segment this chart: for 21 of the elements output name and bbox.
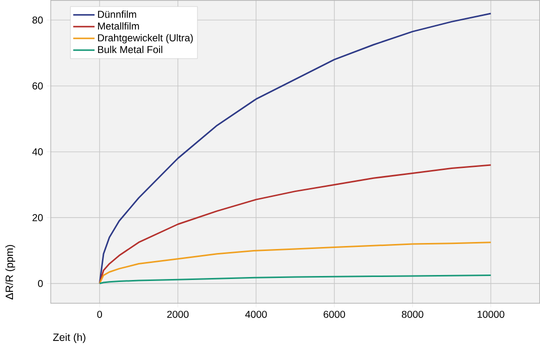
x-axis-title: Zeit (h) — [53, 333, 86, 344]
legend-label: Metallfilm — [98, 22, 139, 30]
line-series — [98, 164, 492, 284]
line-series — [98, 242, 492, 284]
x-tick-label: 0 — [97, 310, 102, 318]
y-tick-label: 20 — [32, 214, 43, 222]
legend-label: Dünnfilm — [98, 10, 136, 18]
y-axis-title: ΔR/R (ppm) — [5, 244, 16, 300]
y-tick-label: 60 — [32, 82, 43, 90]
y-tick-label: 40 — [32, 148, 43, 156]
x-tick-label: 2000 — [167, 310, 189, 318]
y-tick-label: 80 — [32, 16, 43, 24]
x-tick-label: 8000 — [402, 310, 424, 318]
x-tick-label: 10000 — [478, 310, 504, 318]
x-tick-label: 6000 — [324, 310, 346, 318]
legend-label: Drahtgewickelt (Ultra) — [98, 34, 193, 44]
line-series — [98, 12, 492, 284]
legend-label: Bulk Metal Foil — [98, 46, 162, 54]
y-tick-label: 0 — [38, 280, 43, 288]
line-series — [98, 274, 492, 284]
x-tick-label: 4000 — [245, 310, 267, 318]
